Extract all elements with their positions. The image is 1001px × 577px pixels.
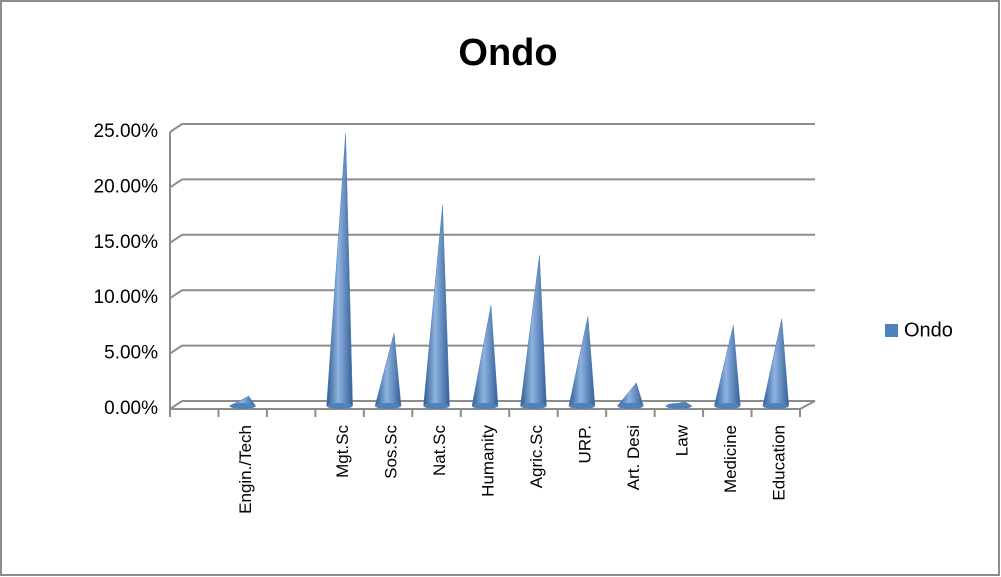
y-tick-label: 15.00%: [94, 232, 159, 253]
x-tick-label: Art. Desi: [624, 425, 643, 490]
legend-swatch: [885, 324, 898, 337]
chart-title: Ondo: [458, 32, 557, 74]
grid-line: [169, 123, 183, 133]
grid-line: [169, 344, 183, 355]
x-tick-label: Agric.Sc: [527, 425, 546, 489]
legend-label: Ondo: [904, 319, 953, 341]
cone-base: [714, 403, 741, 409]
x-tick-label: Medicine: [721, 425, 740, 493]
cone-base: [520, 403, 547, 409]
y-tick-label: 10.00%: [94, 287, 159, 308]
grid-line: [169, 289, 183, 300]
cone-base: [568, 403, 595, 409]
cone-base: [326, 403, 353, 409]
cone-base: [472, 403, 498, 409]
x-axis: [799, 400, 816, 410]
grid-line: [169, 400, 183, 410]
grid-line: [169, 233, 183, 244]
x-tick-label: Sos.Sc: [382, 425, 401, 479]
y-tick-label: 5.00%: [104, 343, 158, 364]
cone-base: [762, 403, 789, 409]
y-tick-label: 20.00%: [94, 176, 159, 197]
cone-base: [617, 403, 644, 409]
x-tick-label: Nat.Sc: [430, 425, 449, 477]
x-tick-label: Law: [672, 424, 691, 456]
y-tick-label: 25.00%: [94, 121, 159, 142]
cone-base: [665, 403, 692, 409]
x-tick-label: Engin./Tech: [236, 425, 255, 514]
cone-base: [375, 403, 402, 409]
y-tick-label: 0.00%: [104, 398, 158, 419]
x-tick-label: Humanity: [478, 425, 497, 497]
x-tick-label: Mgt.Sc: [333, 425, 352, 478]
cone-base: [423, 403, 450, 409]
cone-base: [229, 403, 256, 409]
grid-line: [169, 178, 183, 189]
x-tick-label: Education: [769, 425, 788, 501]
x-tick-label: URP.: [575, 425, 594, 463]
